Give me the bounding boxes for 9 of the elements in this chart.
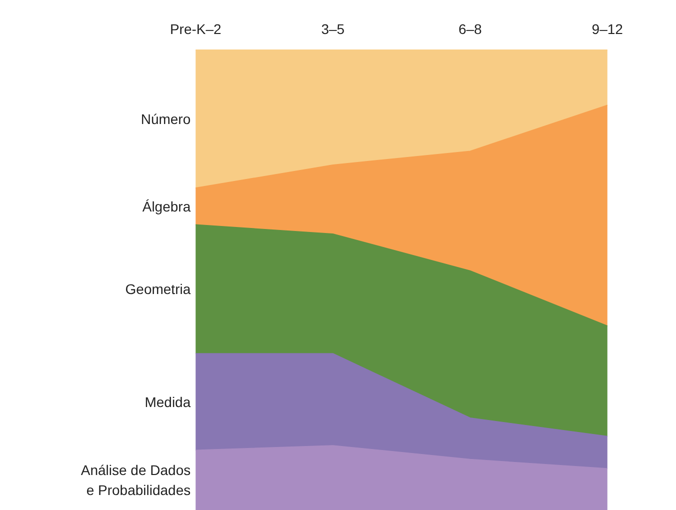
series-label: Número — [140, 111, 191, 127]
series-label: Análise de Dados e Probabilidades — [80, 462, 191, 498]
series-label: Geometria — [125, 281, 191, 298]
series-label: Álgebra — [142, 198, 191, 214]
x-tick-label: 3–5 — [321, 21, 345, 37]
x-tick-label: 9–12 — [592, 21, 624, 37]
series-label: Medida — [144, 394, 191, 410]
x-tick-label: Pre-K–2 — [170, 21, 222, 37]
x-tick-label: 6–8 — [458, 21, 482, 37]
